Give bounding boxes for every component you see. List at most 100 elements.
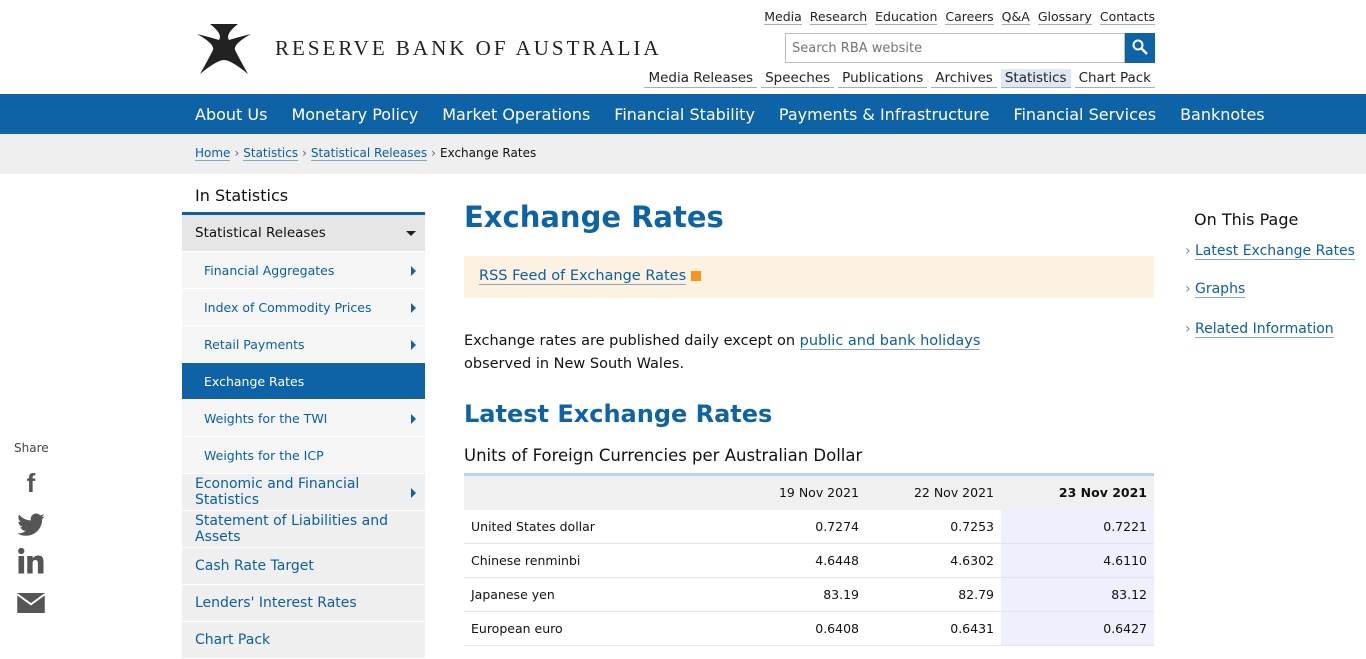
column-header xyxy=(464,474,729,510)
utility-nav: Media Research Education Careers Q&A Glossary… xyxy=(764,9,1155,25)
column-header: 19 Nov 2021 xyxy=(729,474,866,510)
sidebar-link[interactable]: Exchange Rates xyxy=(204,373,305,389)
sidebar-link[interactable]: Index of Commodity Prices xyxy=(204,299,372,315)
rate-cell: 0.6427 xyxy=(1001,611,1154,646)
section-heading: Latest Exchange Rates xyxy=(464,400,773,428)
section-link[interactable]: Media Releases xyxy=(644,69,758,88)
sidebar-link[interactable]: Weights for the ICP xyxy=(204,447,324,463)
sidebar-link[interactable]: Economic and Financial Statistics xyxy=(195,476,360,508)
table-header-row: 19 Nov 2021 22 Nov 2021 23 Nov 2021 xyxy=(464,474,1154,510)
exchange-rates-table: 19 Nov 2021 22 Nov 2021 23 Nov 2021 United… xyxy=(464,473,1154,646)
sidebar-subitem-active[interactable]: Exchange Rates xyxy=(182,363,425,400)
sidebar-item[interactable]: Lenders' Interest Rates xyxy=(182,585,425,622)
on-this-page-link[interactable]: Graphs xyxy=(1185,281,1355,298)
table-row: Japanese yen 83.19 82.79 83.12 xyxy=(464,577,1154,612)
table-row: Chinese renminbi 4.6448 4.6302 4.6110 xyxy=(464,543,1154,578)
util-link[interactable]: Q&A xyxy=(1001,9,1030,25)
caret-right-icon[interactable] xyxy=(411,266,416,276)
sidebar-item[interactable]: Cash Rate Target xyxy=(182,548,425,585)
currency-name: United States dollar xyxy=(464,509,729,544)
nav-item[interactable]: Payments & Infrastructure xyxy=(778,104,990,124)
rate-cell: 83.12 xyxy=(1001,577,1154,612)
search-icon xyxy=(1132,39,1148,55)
sidebar-subitem[interactable]: Weights for the ICP xyxy=(182,437,425,474)
on-this-page: On This Page Latest Exchange Rates Graph… xyxy=(1185,210,1355,338)
sidebar-item[interactable]: Economic and Financial Statistics xyxy=(182,474,425,511)
sidebar-link[interactable]: Chart Pack xyxy=(195,632,271,648)
rate-cell: 4.6448 xyxy=(729,543,866,578)
util-link[interactable]: Education xyxy=(875,9,938,25)
intro-text: Exchange rates are published daily excep… xyxy=(464,330,1004,376)
breadcrumb-link[interactable]: Home xyxy=(195,146,231,161)
twitter-icon[interactable] xyxy=(16,510,46,540)
section-link[interactable]: Speeches xyxy=(761,69,835,88)
sidebar-title: In Statistics xyxy=(182,174,425,215)
currency-name: Japanese yen xyxy=(464,577,729,612)
caret-right-icon[interactable] xyxy=(411,303,416,313)
section-link[interactable]: Chart Pack xyxy=(1074,69,1155,88)
logo[interactable]: RESERVE BANK OF AUSTRALIA xyxy=(195,22,662,74)
nav-item[interactable]: Market Operations xyxy=(442,104,591,124)
util-link[interactable]: Careers xyxy=(945,9,994,25)
nav-item[interactable]: Financial Stability xyxy=(614,104,755,124)
breadcrumb-link[interactable]: Statistics xyxy=(243,146,299,161)
rate-cell: 0.6408 xyxy=(729,611,866,646)
sidebar-item[interactable]: Chart Pack xyxy=(182,622,425,659)
sidebar-subitem[interactable]: Retail Payments xyxy=(182,326,425,363)
sidebar-item[interactable]: Statement of Liabilities and Assets xyxy=(182,511,425,548)
section-link[interactable]: Archives xyxy=(931,69,997,88)
linkedin-icon[interactable] xyxy=(16,546,46,576)
on-this-page-link[interactable]: Latest Exchange Rates xyxy=(1185,243,1355,260)
sidebar-link[interactable]: Retail Payments xyxy=(204,336,305,352)
nav-item[interactable]: Banknotes xyxy=(1180,104,1265,124)
link-text: Latest Exchange Rates xyxy=(1195,243,1355,260)
rss-icon[interactable] xyxy=(691,271,702,281)
sidebar-subitem[interactable]: Index of Commodity Prices xyxy=(182,289,425,326)
breadcrumb-current: Exchange Rates xyxy=(439,146,537,160)
facebook-icon[interactable]: f xyxy=(26,468,36,498)
main-nav: About Us Monetary Policy Market Operations… xyxy=(0,94,1366,134)
caret-right-icon[interactable] xyxy=(411,340,416,350)
util-link[interactable]: Glossary xyxy=(1037,9,1092,25)
breadcrumb-link[interactable]: Statistical Releases xyxy=(310,146,428,161)
rate-cell: 0.6431 xyxy=(866,611,1001,646)
on-this-page-title: On This Page xyxy=(1194,210,1299,229)
sidebar-group[interactable]: Statistical Releases xyxy=(182,215,425,252)
rate-cell: 0.7253 xyxy=(866,509,1001,544)
intro-text-part: observed in New South Wales. xyxy=(464,356,685,372)
sidebar-link[interactable]: Weights for the TWI xyxy=(204,410,328,426)
sidebar-subitem[interactable]: Financial Aggregates xyxy=(182,252,425,289)
link-text: Related Information xyxy=(1195,321,1334,338)
rate-cell: 4.6302 xyxy=(866,543,1001,578)
util-link[interactable]: Media xyxy=(764,9,802,25)
breadcrumb: Home › Statistics › Statistical Releases › Exc… xyxy=(0,134,1366,174)
nav-item[interactable]: Financial Services xyxy=(1013,104,1157,124)
sidebar-link[interactable]: Lenders' Interest Rates xyxy=(195,595,357,611)
rate-cell: 0.7221 xyxy=(1001,509,1154,544)
email-icon[interactable] xyxy=(16,588,46,618)
search-button[interactable] xyxy=(1125,33,1155,63)
section-link[interactable]: Publications xyxy=(838,69,928,88)
on-this-page-link[interactable]: Related Information xyxy=(1185,321,1355,338)
search-input[interactable] xyxy=(785,33,1125,63)
sidebar-link[interactable]: Statement of Liabilities and Assets xyxy=(195,513,388,545)
sidebar-link[interactable]: Cash Rate Target xyxy=(195,558,314,574)
nav-item[interactable]: Monetary Policy xyxy=(291,104,419,124)
main-content: Exchange Rates RSS Feed of Exchange Rate… xyxy=(464,200,1154,646)
sidebar-link[interactable]: Financial Aggregates xyxy=(204,262,335,278)
caret-right-icon[interactable] xyxy=(411,488,416,498)
search-bar xyxy=(785,33,1155,63)
table-row: European euro 0.6408 0.6431 0.6427 xyxy=(464,611,1154,646)
table-row: United States dollar 0.7274 0.7253 0.7221 xyxy=(464,509,1154,544)
sidebar-group-label: Statistical Releases xyxy=(195,225,326,241)
rate-cell: 82.79 xyxy=(866,577,1001,612)
holidays-link[interactable]: public and bank holidays xyxy=(799,333,981,350)
section-link-active[interactable]: Statistics xyxy=(1000,69,1071,88)
sidebar-subitem[interactable]: Weights for the TWI xyxy=(182,400,425,437)
util-link[interactable]: Contacts xyxy=(1099,9,1155,25)
rate-cell: 83.19 xyxy=(729,577,866,612)
rss-link[interactable]: RSS Feed of Exchange Rates xyxy=(479,268,687,285)
nav-item[interactable]: About Us xyxy=(195,104,268,124)
caret-right-icon[interactable] xyxy=(411,414,416,424)
util-link[interactable]: Research xyxy=(809,9,868,25)
